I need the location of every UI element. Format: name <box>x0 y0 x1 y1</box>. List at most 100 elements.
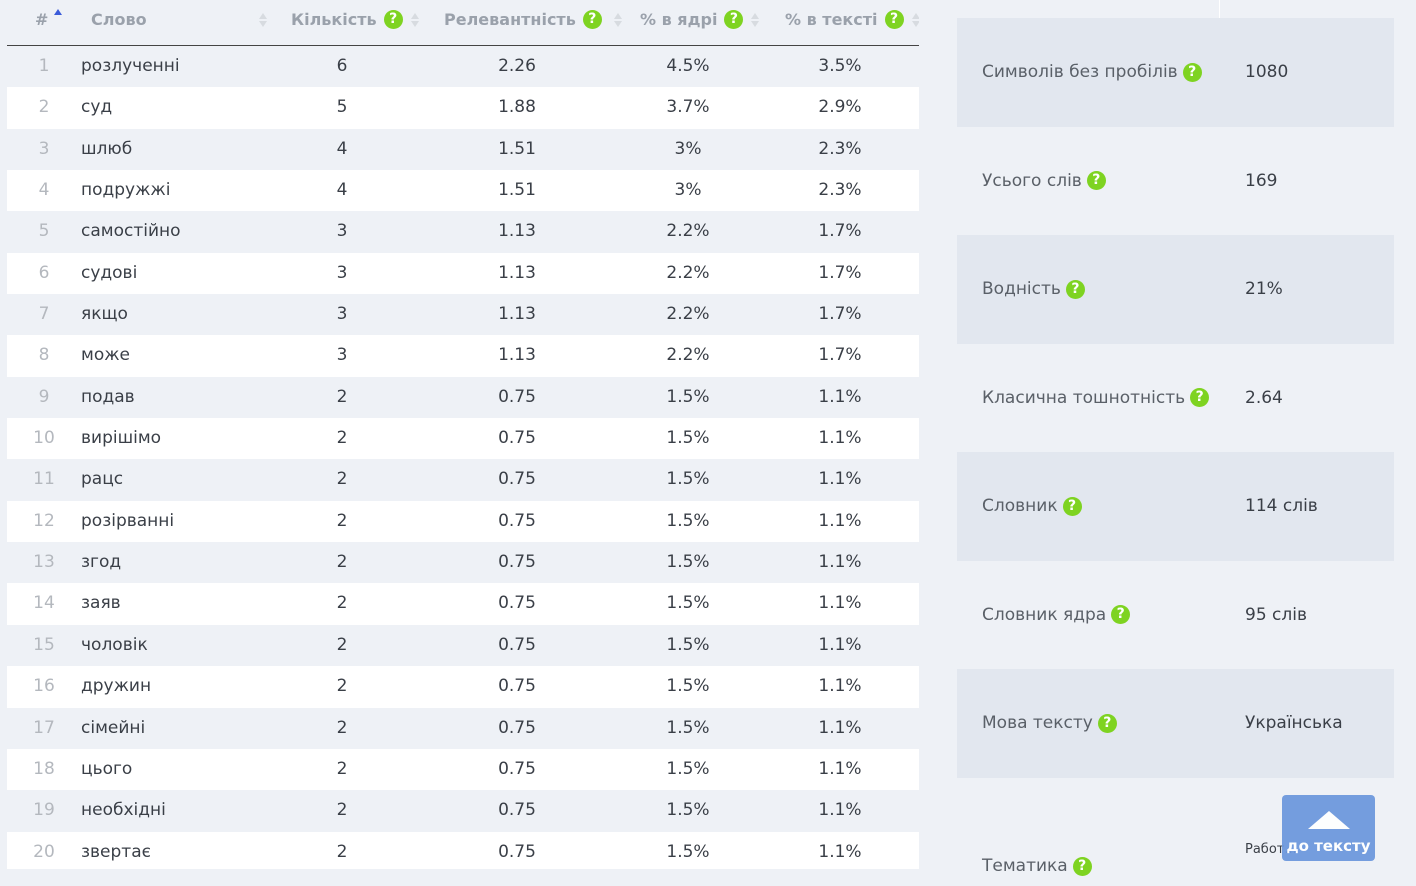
header-core-pct[interactable]: % в ядрі ? <box>640 10 759 29</box>
sort-icon[interactable] <box>912 12 919 28</box>
row-count: 3 <box>307 335 377 376</box>
stat-value: 169 <box>1245 127 1277 235</box>
row-word: звертає <box>81 832 151 869</box>
row-relevance: 0.75 <box>477 832 557 869</box>
row-number: 1 <box>27 46 61 87</box>
row-core-pct: 3% <box>647 129 729 170</box>
sort-icon[interactable] <box>614 12 622 28</box>
row-core-pct: 1.5% <box>647 832 729 869</box>
header-num[interactable]: # <box>35 10 62 29</box>
row-relevance: 0.75 <box>477 583 557 624</box>
help-icon[interactable]: ? <box>1063 497 1082 516</box>
row-word: необхідні <box>81 790 166 831</box>
help-icon[interactable]: ? <box>724 10 743 29</box>
stat-label: Мова тексту? <box>982 669 1117 777</box>
row-text-pct: 1.1% <box>799 418 881 459</box>
help-icon[interactable]: ? <box>1183 63 1202 82</box>
row-number: 2 <box>27 87 61 128</box>
row-count: 2 <box>307 583 377 624</box>
row-core-pct: 2.2% <box>647 335 729 376</box>
header-count[interactable]: Кількість ? <box>291 10 419 29</box>
row-core-pct: 1.5% <box>647 625 729 666</box>
stat-label: Тематика? <box>982 778 1092 876</box>
row-relevance: 0.75 <box>477 501 557 542</box>
row-count: 3 <box>307 211 377 252</box>
row-word: суд <box>81 87 112 128</box>
help-icon[interactable]: ? <box>384 10 403 29</box>
row-word: сімейні <box>81 708 145 749</box>
row-number: 20 <box>27 832 61 869</box>
row-text-pct: 1.7% <box>799 294 881 335</box>
row-word: чоловік <box>81 625 148 666</box>
row-word: рацс <box>81 459 123 500</box>
row-relevance: 0.75 <box>477 542 557 583</box>
stat-value: 21% <box>1245 235 1283 343</box>
row-count: 4 <box>307 129 377 170</box>
help-icon[interactable]: ? <box>1098 714 1117 733</box>
help-icon[interactable]: ? <box>885 10 904 29</box>
help-icon[interactable]: ? <box>1190 388 1209 407</box>
row-word: розірванні <box>81 501 174 542</box>
stat-label: Словник? <box>982 452 1082 560</box>
row-word: вирішімо <box>81 418 161 459</box>
row-number: 11 <box>27 459 61 500</box>
row-text-pct: 1.1% <box>799 542 881 583</box>
help-icon[interactable]: ? <box>1066 280 1085 299</box>
row-count: 2 <box>307 542 377 583</box>
sort-asc-icon[interactable] <box>54 8 62 24</box>
row-relevance: 1.88 <box>477 87 557 128</box>
stat-row: Символів без пробілів?1080 <box>957 18 1394 127</box>
stat-label-text: Словник ядра <box>982 605 1106 625</box>
row-count: 2 <box>307 749 377 790</box>
sort-icon[interactable] <box>411 12 419 28</box>
help-icon[interactable]: ? <box>1087 171 1106 190</box>
stat-label: Символів без пробілів? <box>982 18 1202 126</box>
stat-label-text: Класична тошнотність <box>982 388 1185 408</box>
scroll-to-text-button[interactable]: до тексту <box>1282 795 1375 861</box>
stat-row: Усього слів?169 <box>957 127 1394 236</box>
row-text-pct: 1.1% <box>799 377 881 418</box>
row-text-pct: 1.1% <box>799 749 881 790</box>
row-word: подав <box>81 377 135 418</box>
stat-label-text: Мова тексту <box>982 713 1093 733</box>
row-text-pct: 1.1% <box>799 708 881 749</box>
help-icon[interactable]: ? <box>1111 605 1130 624</box>
header-text-pct[interactable]: % в тексті ? <box>785 10 919 29</box>
row-word: дружин <box>81 666 151 707</box>
header-word[interactable]: Слово <box>91 10 267 29</box>
stat-value: 95 слів <box>1245 561 1307 669</box>
row-word: якщо <box>81 294 128 335</box>
row-core-pct: 1.5% <box>647 542 729 583</box>
row-number: 10 <box>27 418 61 459</box>
row-relevance: 1.13 <box>477 294 557 335</box>
row-number: 17 <box>27 708 61 749</box>
stat-value: 2.64 <box>1245 344 1283 452</box>
sort-icon[interactable] <box>259 12 267 28</box>
header-relevance[interactable]: Релевантність ? <box>444 10 622 29</box>
sort-icon[interactable] <box>751 12 759 28</box>
row-number: 15 <box>27 625 61 666</box>
row-relevance: 0.75 <box>477 418 557 459</box>
row-count: 2 <box>307 377 377 418</box>
help-icon[interactable]: ? <box>583 10 602 29</box>
row-core-pct: 1.5% <box>647 749 729 790</box>
stat-label: Словник ядра? <box>982 561 1130 669</box>
row-count: 3 <box>307 294 377 335</box>
row-count: 2 <box>307 501 377 542</box>
row-relevance: 0.75 <box>477 749 557 790</box>
row-text-pct: 1.1% <box>799 790 881 831</box>
row-number: 18 <box>27 749 61 790</box>
help-icon[interactable]: ? <box>1073 857 1092 876</box>
row-core-pct: 3% <box>647 170 729 211</box>
row-text-pct: 1.1% <box>799 501 881 542</box>
